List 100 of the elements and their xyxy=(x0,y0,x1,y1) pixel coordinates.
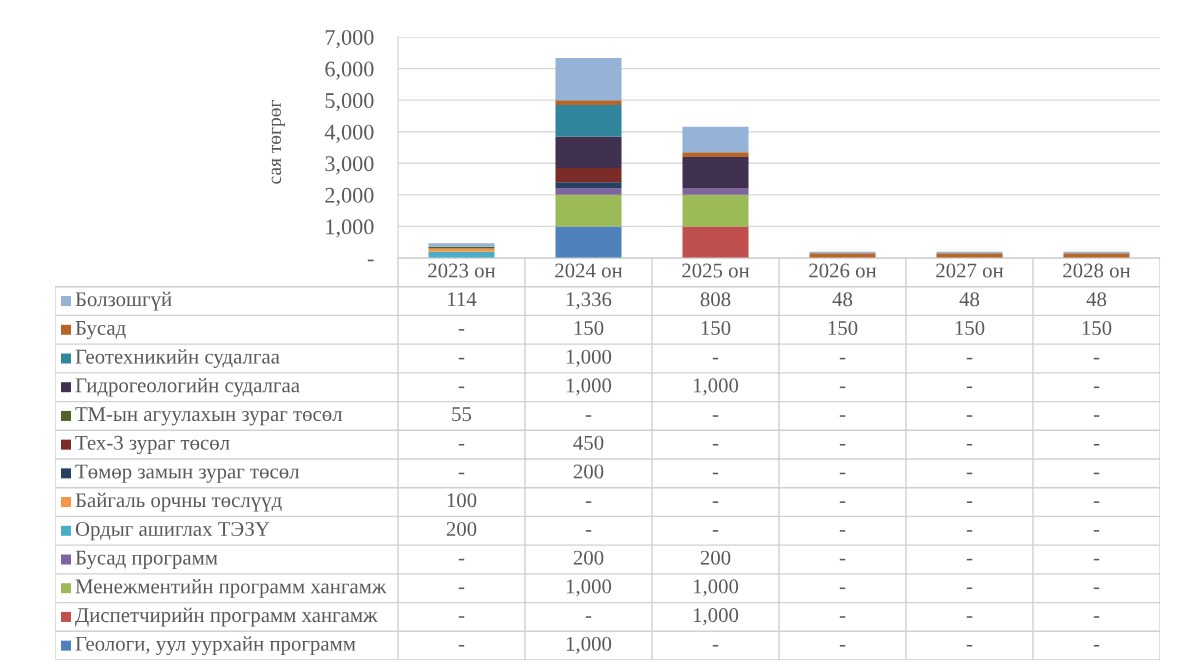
data-label: - xyxy=(839,443,846,446)
legend-label: Төмөр замын зураг төсөл xyxy=(75,464,300,483)
bar xyxy=(555,168,622,183)
data-label: 200 xyxy=(446,521,477,536)
legend-label: Бусад xyxy=(75,321,126,340)
data-label: - xyxy=(458,386,465,389)
data-label: - xyxy=(1093,616,1100,618)
data-label: - xyxy=(1093,530,1100,532)
data-label: - xyxy=(839,415,846,417)
bar xyxy=(555,57,622,101)
data-label: 150 xyxy=(828,320,858,335)
data-label: - xyxy=(839,472,846,475)
data-label: - xyxy=(458,644,465,647)
x-tick-label: 2024 он xyxy=(555,263,623,278)
bar xyxy=(555,188,622,195)
data-label: 808 xyxy=(700,292,731,307)
y-axis-title: сая төгрөг xyxy=(271,100,285,184)
y-tick-label: 7,000 xyxy=(325,29,374,49)
bar xyxy=(555,194,622,227)
bar xyxy=(682,188,749,195)
data-label: 100 xyxy=(447,493,477,508)
x-tick-label: 2025 он xyxy=(682,263,750,278)
data-label: - xyxy=(1093,558,1100,561)
legend-label: Бусад программ xyxy=(75,550,218,569)
data-label: - xyxy=(712,472,719,475)
data-label: - xyxy=(966,443,973,446)
data-label: - xyxy=(458,357,465,360)
legend-label: Гидрогеологийн судалгаа xyxy=(75,377,300,397)
data-label: - xyxy=(458,443,465,446)
data-label: 200 xyxy=(700,550,731,565)
data-label: - xyxy=(966,587,973,590)
data-label: - xyxy=(839,587,846,590)
data-label: - xyxy=(966,386,973,389)
data-label: - xyxy=(712,357,719,360)
data-label: - xyxy=(1093,587,1100,590)
data-label: - xyxy=(458,616,465,618)
bar xyxy=(682,226,749,258)
data-label: 1,336 xyxy=(566,292,612,310)
x-tick-label: 2027 он xyxy=(936,263,1004,278)
data-label: - xyxy=(966,616,973,618)
legend-label: Байгаль орчны төслүүд xyxy=(75,492,282,512)
data-label: 200 xyxy=(573,464,604,479)
x-tick-label: 2026 он xyxy=(809,263,877,278)
x-tick-label: 2023 он xyxy=(428,263,496,278)
y-tick-label: 5,000 xyxy=(325,93,374,112)
data-label: - xyxy=(839,616,846,618)
bar xyxy=(682,152,749,157)
data-label: - xyxy=(712,644,719,647)
legend-label: Диспетчирийн программ хангамж xyxy=(75,607,378,627)
data-label: - xyxy=(1093,357,1100,360)
data-label: - xyxy=(839,357,846,360)
data-label: 1,000 xyxy=(566,636,612,654)
data-label: - xyxy=(839,501,846,503)
legend-label: Геологи, уул уурхайн программ xyxy=(75,636,356,656)
data-label: - xyxy=(458,329,465,331)
bar xyxy=(555,104,622,137)
data-label: - xyxy=(966,558,973,561)
legend-label: ТМ-ын агуулахын зураг төсөл xyxy=(75,407,343,426)
data-label: - xyxy=(1093,415,1100,417)
data-label: - xyxy=(966,644,973,647)
bar xyxy=(682,194,749,227)
data-label: - xyxy=(1093,386,1100,389)
data-label: - xyxy=(712,530,719,532)
data-label: - xyxy=(458,587,465,590)
bar xyxy=(682,126,749,153)
bar xyxy=(555,226,622,258)
data-label: 1,000 xyxy=(566,378,612,396)
data-label: - xyxy=(966,472,973,475)
legend-label: Тех-3 зураг төсөл xyxy=(75,435,230,455)
data-label: 55 xyxy=(452,407,472,422)
data-label: - xyxy=(1093,443,1100,446)
data-label: 48 xyxy=(832,292,853,307)
data-label: 114 xyxy=(448,292,477,307)
data-label: 150 xyxy=(701,320,731,335)
y-tick-label: 4,000 xyxy=(324,124,374,143)
data-label: 48 xyxy=(959,292,980,307)
data-label: 150 xyxy=(1082,320,1112,335)
data-label: - xyxy=(966,501,973,503)
data-label: - xyxy=(966,357,973,360)
data-label: - xyxy=(585,415,592,417)
data-label: 150 xyxy=(955,320,985,335)
data-label: 1,000 xyxy=(566,579,612,597)
bar xyxy=(555,100,622,105)
legend-label: Менежментийн программ хангамж xyxy=(75,578,387,598)
data-label: - xyxy=(839,644,846,647)
data-label: 200 xyxy=(573,550,604,565)
data-label: - xyxy=(1093,501,1100,503)
data-label: - xyxy=(585,616,592,618)
legend-label: Болзошгүй xyxy=(75,291,172,311)
y-tick-label: 3,000 xyxy=(325,156,374,175)
data-label: - xyxy=(1093,644,1100,647)
data-label: 48 xyxy=(1086,292,1107,307)
data-label: 150 xyxy=(574,320,604,335)
data-label: - xyxy=(966,415,973,417)
legend-label: Ордыг ашиглах ТЭЗҮ xyxy=(75,521,270,541)
data-label: 1,000 xyxy=(693,579,739,597)
bar xyxy=(682,156,749,189)
y-tick-label: 2,000 xyxy=(325,187,374,206)
data-label: - xyxy=(458,558,465,561)
data-label: - xyxy=(712,443,719,446)
